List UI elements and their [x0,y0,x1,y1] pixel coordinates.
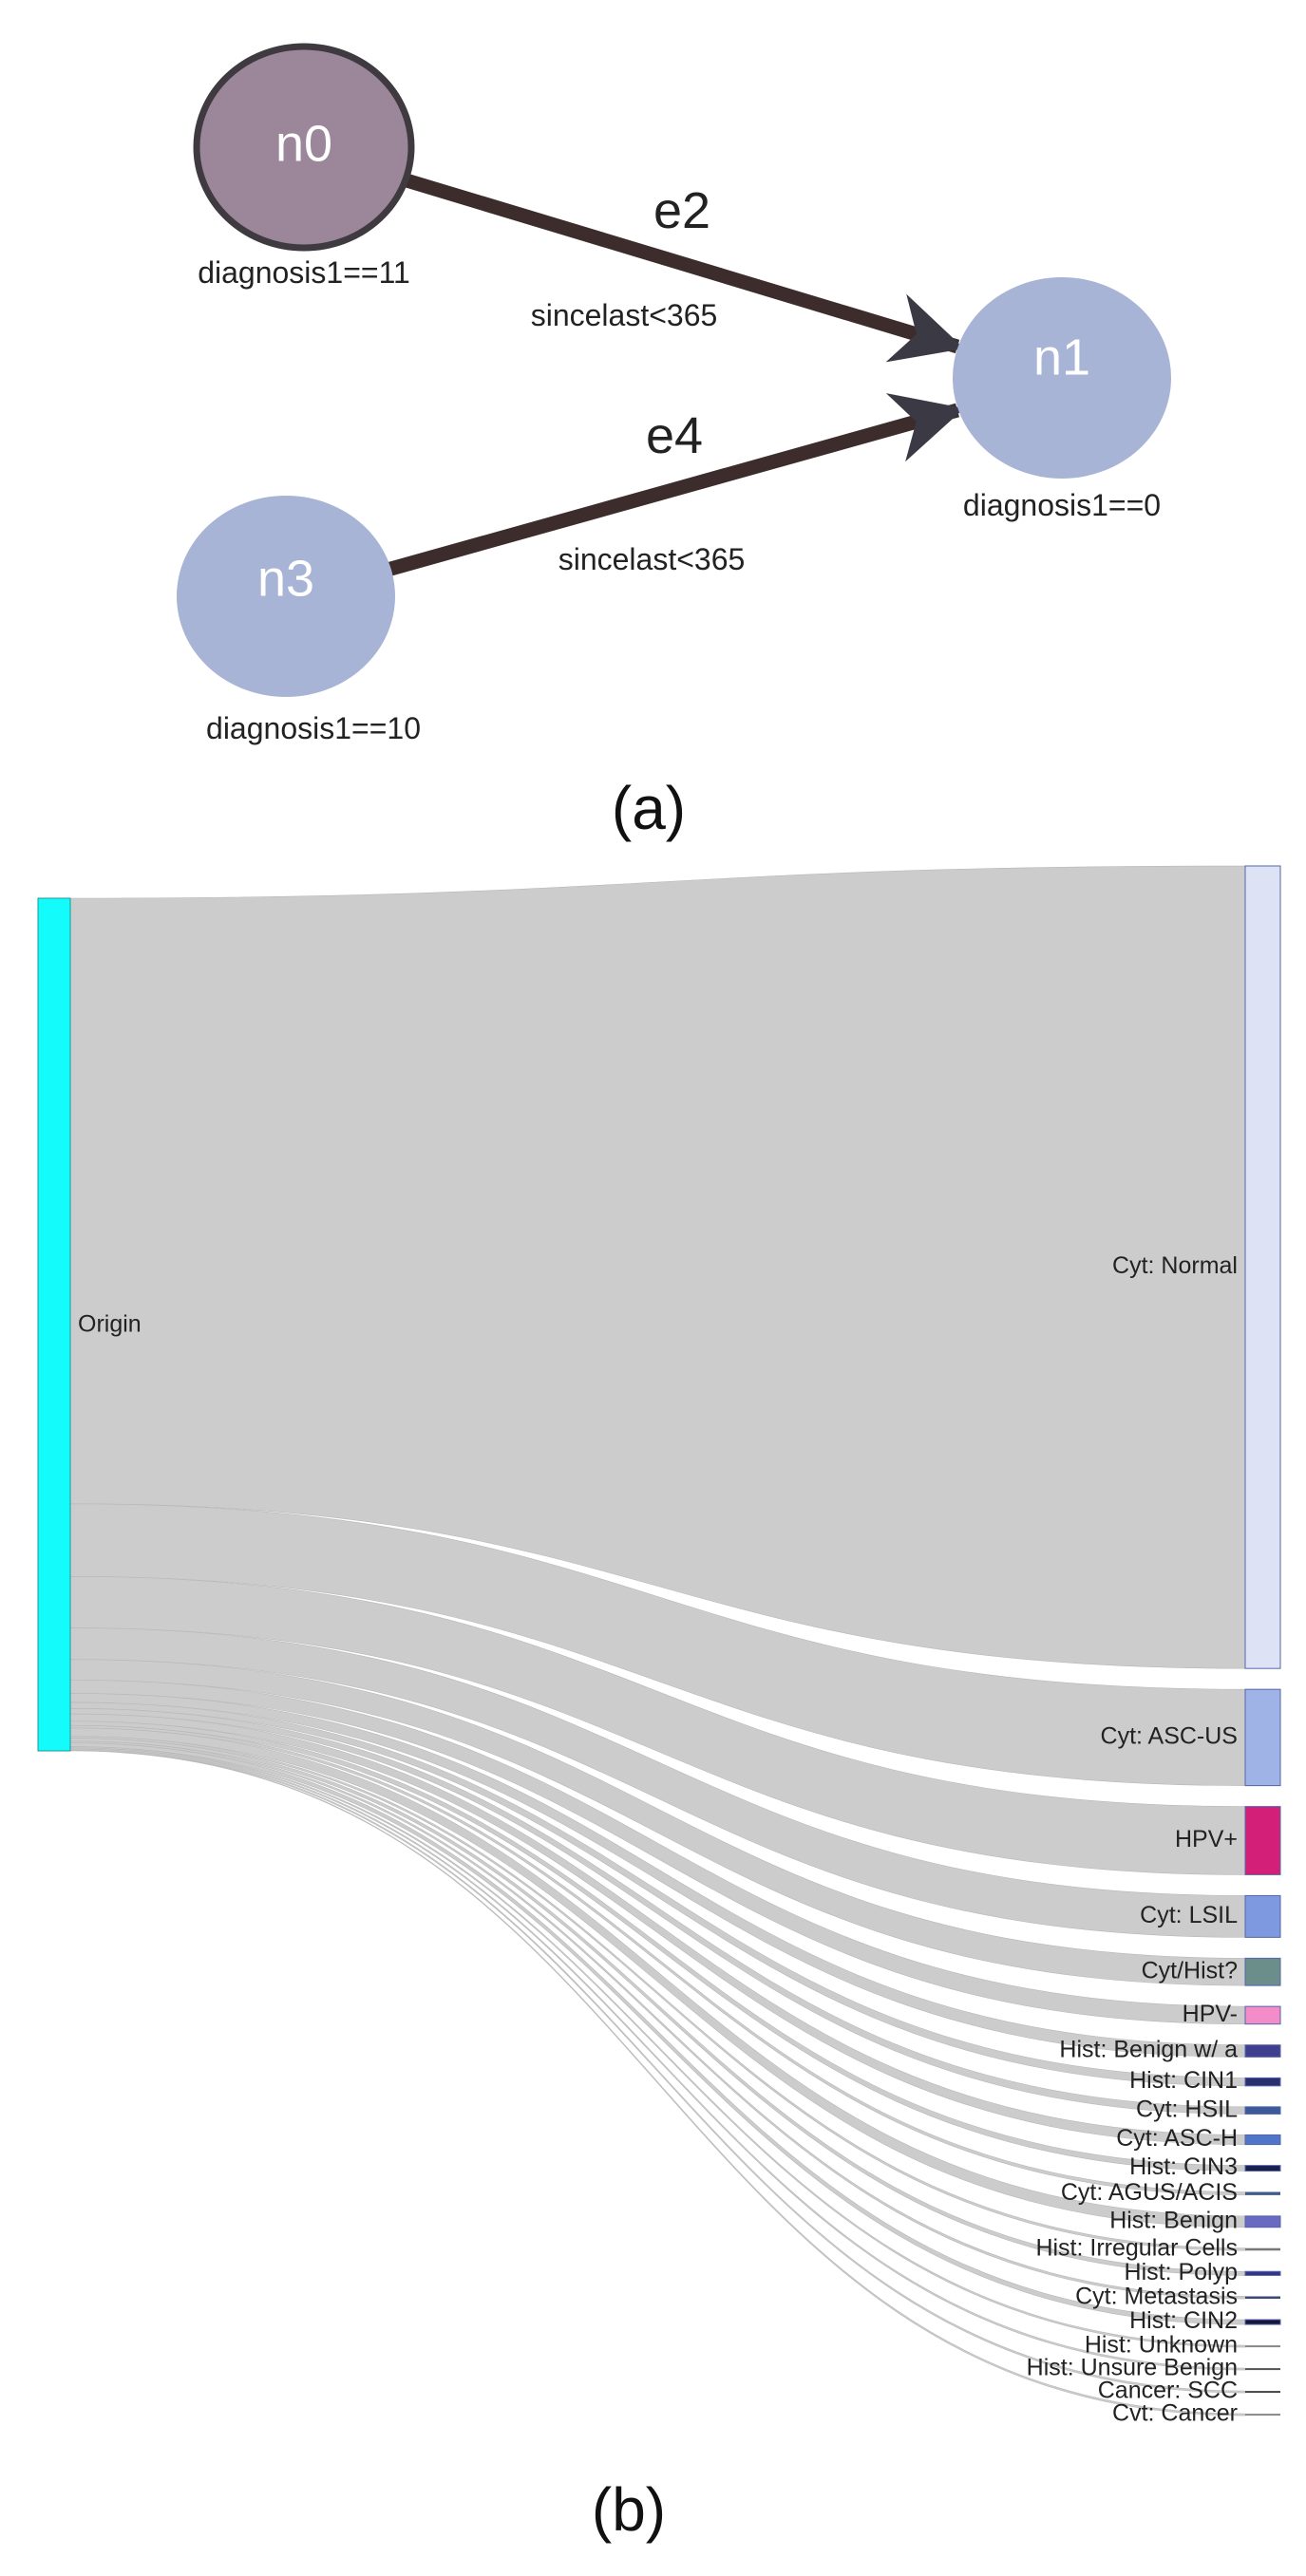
sankey-target-node [1245,2391,1280,2394]
sankey-target-node [1245,2296,1280,2300]
panel-b-sankey: Cyt: Normal Cyt: ASC-US HPV+ Cyt: LSIL Cyt/H… [37,865,1281,2544]
sankey-target-node [1244,2077,1281,2087]
sankey-target-label: Cyt: HSIL [1136,2096,1238,2122]
sankey-target-label: Cyt: LSIL [1140,1902,1238,1928]
sankey-link [69,1750,1246,2416]
sankey-target-label: Cvt: Cancer [1112,2400,1238,2427]
sankey-target-node [1244,2270,1281,2276]
sankey-target-label: Hist: CIN2 [1129,2307,1238,2334]
sankey-target-label: Cancer: SCC [1098,2378,1238,2404]
sankey-target-label: Hist: Benign w/ a [1059,2037,1238,2063]
edge-e2-condition: sincelast<365 [531,298,718,332]
sankey-target-node [1245,2414,1280,2416]
node-n0-label: n0 [275,115,332,172]
sankey-target-nodes [1244,865,1281,2416]
sankey-target-node [1245,2191,1280,2195]
sankey-target-node [1244,2005,1281,2025]
edge-e4-line [385,393,965,577]
node-n0-condition: diagnosis1==11 [198,255,410,290]
edge-e4-condition: sincelast<365 [558,542,746,576]
sankey-target-node [1245,2368,1280,2371]
sankey-source-label: Origin [78,1311,142,1338]
sankey-target-node [1244,2106,1281,2115]
panel-a-caption: (a) [612,774,686,842]
sankey-target-label: HPV- [1183,2001,1238,2027]
sankey-links [69,865,1246,2416]
node-n1-circle [953,277,1171,479]
sankey-target-label: Cyt: Normal [1112,1252,1238,1279]
sankey-link [69,1627,1246,1938]
node-n1-label: n1 [1033,329,1090,385]
sankey-target-node [1244,2165,1281,2172]
node-n1-condition: diagnosis1==0 [963,488,1161,522]
sankey-target-node [1244,2044,1281,2058]
sankey-target-node [1244,1806,1281,1875]
panel-a-graph: n0 n1 n3 diagnosis1==11 diagnosis1==0 di… [177,43,1171,842]
sankey-target-node [1244,2215,1281,2228]
sankey-target-label: Cyt: ASC-H [1116,2125,1238,2152]
sankey-target-label: Cyt/Hist? [1142,1957,1238,1984]
sankey-target-node [1245,2247,1280,2251]
sankey-target-label: Cyt: AGUS/ACIS [1061,2179,1238,2206]
sankey-target-node [1244,1894,1281,1938]
node-n3-condition: diagnosis1==10 [206,711,421,745]
sankey-target-labels: Cyt: Normal Cyt: ASC-US HPV+ Cyt: LSIL Cyt/H… [1027,1252,1238,2426]
node-n3-circle [177,496,395,697]
sankey-link [69,865,1246,1669]
sankey-target-label: Hist: Irregular Cells [1035,2235,1238,2262]
sankey-target-node [1245,2345,1280,2348]
sankey-target-node [1244,865,1281,1669]
sankey-target-node [1244,2319,1281,2325]
edge-e4-label: e4 [646,407,703,464]
sankey-target-label: Hist: Unknown [1085,2332,1238,2359]
node-n0-circle [193,43,415,252]
sankey-target-node [1244,1688,1281,1787]
sankey-source-node [37,897,71,1752]
sankey-target-label: Hist: CIN3 [1129,2153,1238,2180]
sankey-link [69,1713,1246,2145]
sankey-target-label: Cyt: Metastasis [1075,2283,1238,2309]
node-n3-label: n3 [257,550,314,607]
edge-e2-label: e2 [653,182,710,239]
panel-b-caption: (b) [592,2475,666,2544]
sankey-target-label: Hist: Benign [1109,2207,1238,2233]
edge-e2-line [404,173,965,363]
sankey-target-node [1244,1957,1281,1986]
sankey-target-label: Hist: Polyp [1125,2259,1238,2285]
sankey-target-label: Hist: Unsure Benign [1027,2355,1238,2381]
sankey-target-label: HPV+ [1175,1826,1238,1852]
sankey-target-node [1244,2134,1281,2146]
sankey-link [69,1503,1246,1786]
sankey-target-label: Cyt: ASC-US [1101,1722,1238,1749]
sankey-target-label: Hist: CIN1 [1129,2067,1238,2094]
